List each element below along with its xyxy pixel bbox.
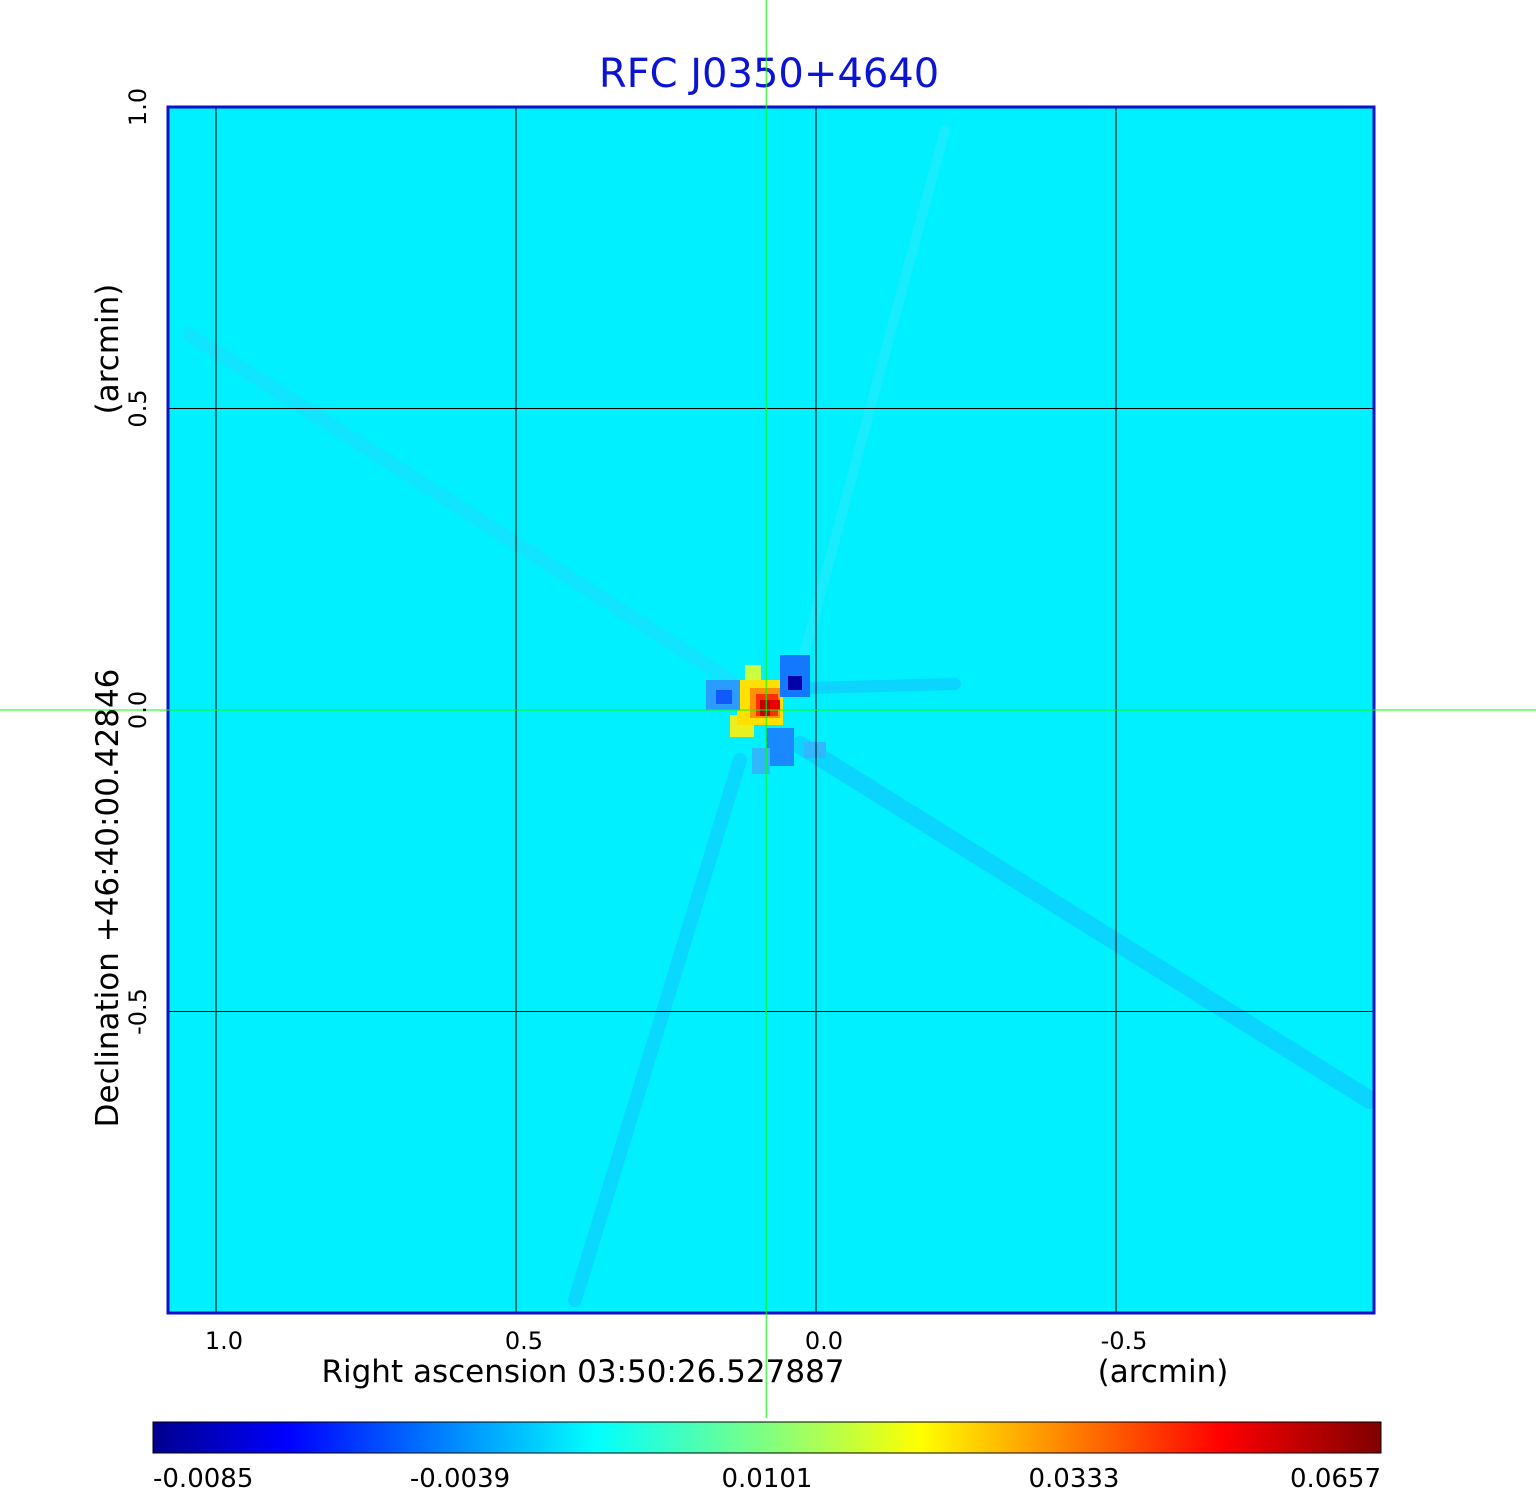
y-tick-label: 1.0 [124, 88, 152, 126]
colorbar-ticks: -0.0085 -0.0039 0.0101 0.0333 0.0657 [153, 1464, 1381, 1494]
chart-title: RFC J0350+4640 [599, 51, 939, 97]
x-axis-label: Right ascension 03:50:26.527887 [321, 1354, 844, 1390]
colorbar [152, 1421, 1382, 1454]
radio-source [706, 655, 826, 774]
x-tick-label: 0.0 [805, 1327, 843, 1355]
y-tick-label: 0.5 [124, 389, 152, 427]
x-tick-label: 0.5 [505, 1327, 543, 1355]
colorbar-tick-label: -0.0039 [410, 1464, 510, 1494]
colorbar-tick-label: 0.0657 [1290, 1464, 1381, 1494]
colorbar-tick-label: 0.0101 [722, 1464, 813, 1494]
x-axis-ticks: 1.0 0.5 0.0 -0.5 [205, 1327, 1148, 1355]
x-tick-label: -0.5 [1101, 1327, 1148, 1355]
y-axis-unit: (arcmin) [90, 284, 126, 415]
colorbar-tick-label: 0.0333 [1029, 1464, 1120, 1494]
y-tick-label: -0.5 [124, 988, 152, 1035]
colorbar-tick-label: -0.0085 [153, 1464, 253, 1494]
x-axis-unit: (arcmin) [1098, 1354, 1229, 1390]
sidelobe-streaks [183, 125, 1374, 1307]
crosshair [0, 0, 1536, 1418]
y-axis-ticks: 1.0 0.5 0.0 -0.5 [124, 88, 152, 1035]
y-tick-label: 0.0 [124, 691, 152, 729]
y-axis-label: Declination +46:40:00.42846 [90, 669, 126, 1128]
x-tick-label: 1.0 [205, 1327, 243, 1355]
